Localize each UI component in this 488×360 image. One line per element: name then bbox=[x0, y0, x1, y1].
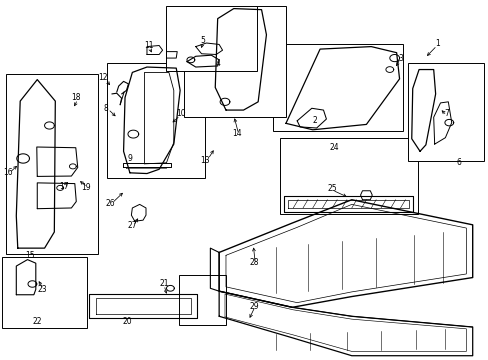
Text: 9: 9 bbox=[127, 154, 132, 163]
Bar bbox=[183, 6, 285, 117]
Text: 26: 26 bbox=[105, 199, 115, 208]
Text: 6: 6 bbox=[456, 158, 461, 167]
Text: 21: 21 bbox=[159, 279, 168, 288]
Text: 11: 11 bbox=[144, 41, 154, 50]
Text: 3: 3 bbox=[397, 54, 402, 63]
Text: 28: 28 bbox=[249, 258, 259, 267]
Text: 12: 12 bbox=[98, 73, 108, 82]
Bar bbox=[407, 63, 484, 161]
Bar bbox=[1, 257, 87, 328]
Text: 23: 23 bbox=[37, 285, 47, 294]
Bar bbox=[5, 74, 98, 253]
Text: 13: 13 bbox=[200, 156, 210, 165]
Text: 27: 27 bbox=[127, 221, 137, 230]
Text: 18: 18 bbox=[71, 93, 81, 102]
Text: 8: 8 bbox=[103, 104, 108, 113]
Bar bbox=[166, 6, 256, 71]
Text: 24: 24 bbox=[329, 143, 339, 152]
Text: 2: 2 bbox=[312, 116, 317, 125]
Text: 15: 15 bbox=[25, 251, 35, 260]
Text: 5: 5 bbox=[200, 36, 205, 45]
Text: 16: 16 bbox=[3, 168, 13, 177]
Text: 19: 19 bbox=[81, 183, 91, 192]
Text: 7: 7 bbox=[444, 109, 448, 118]
Text: 1: 1 bbox=[434, 39, 439, 48]
Text: 4: 4 bbox=[215, 59, 220, 68]
Text: 20: 20 bbox=[122, 317, 132, 326]
Text: 14: 14 bbox=[232, 129, 242, 138]
Bar bbox=[279, 138, 417, 214]
Bar bbox=[272, 44, 402, 131]
Text: 25: 25 bbox=[327, 184, 336, 193]
Text: 29: 29 bbox=[249, 302, 259, 311]
Text: 10: 10 bbox=[176, 109, 185, 118]
Bar bbox=[178, 275, 225, 325]
Text: 22: 22 bbox=[32, 317, 42, 326]
Bar bbox=[107, 63, 205, 178]
Text: 17: 17 bbox=[59, 182, 69, 191]
